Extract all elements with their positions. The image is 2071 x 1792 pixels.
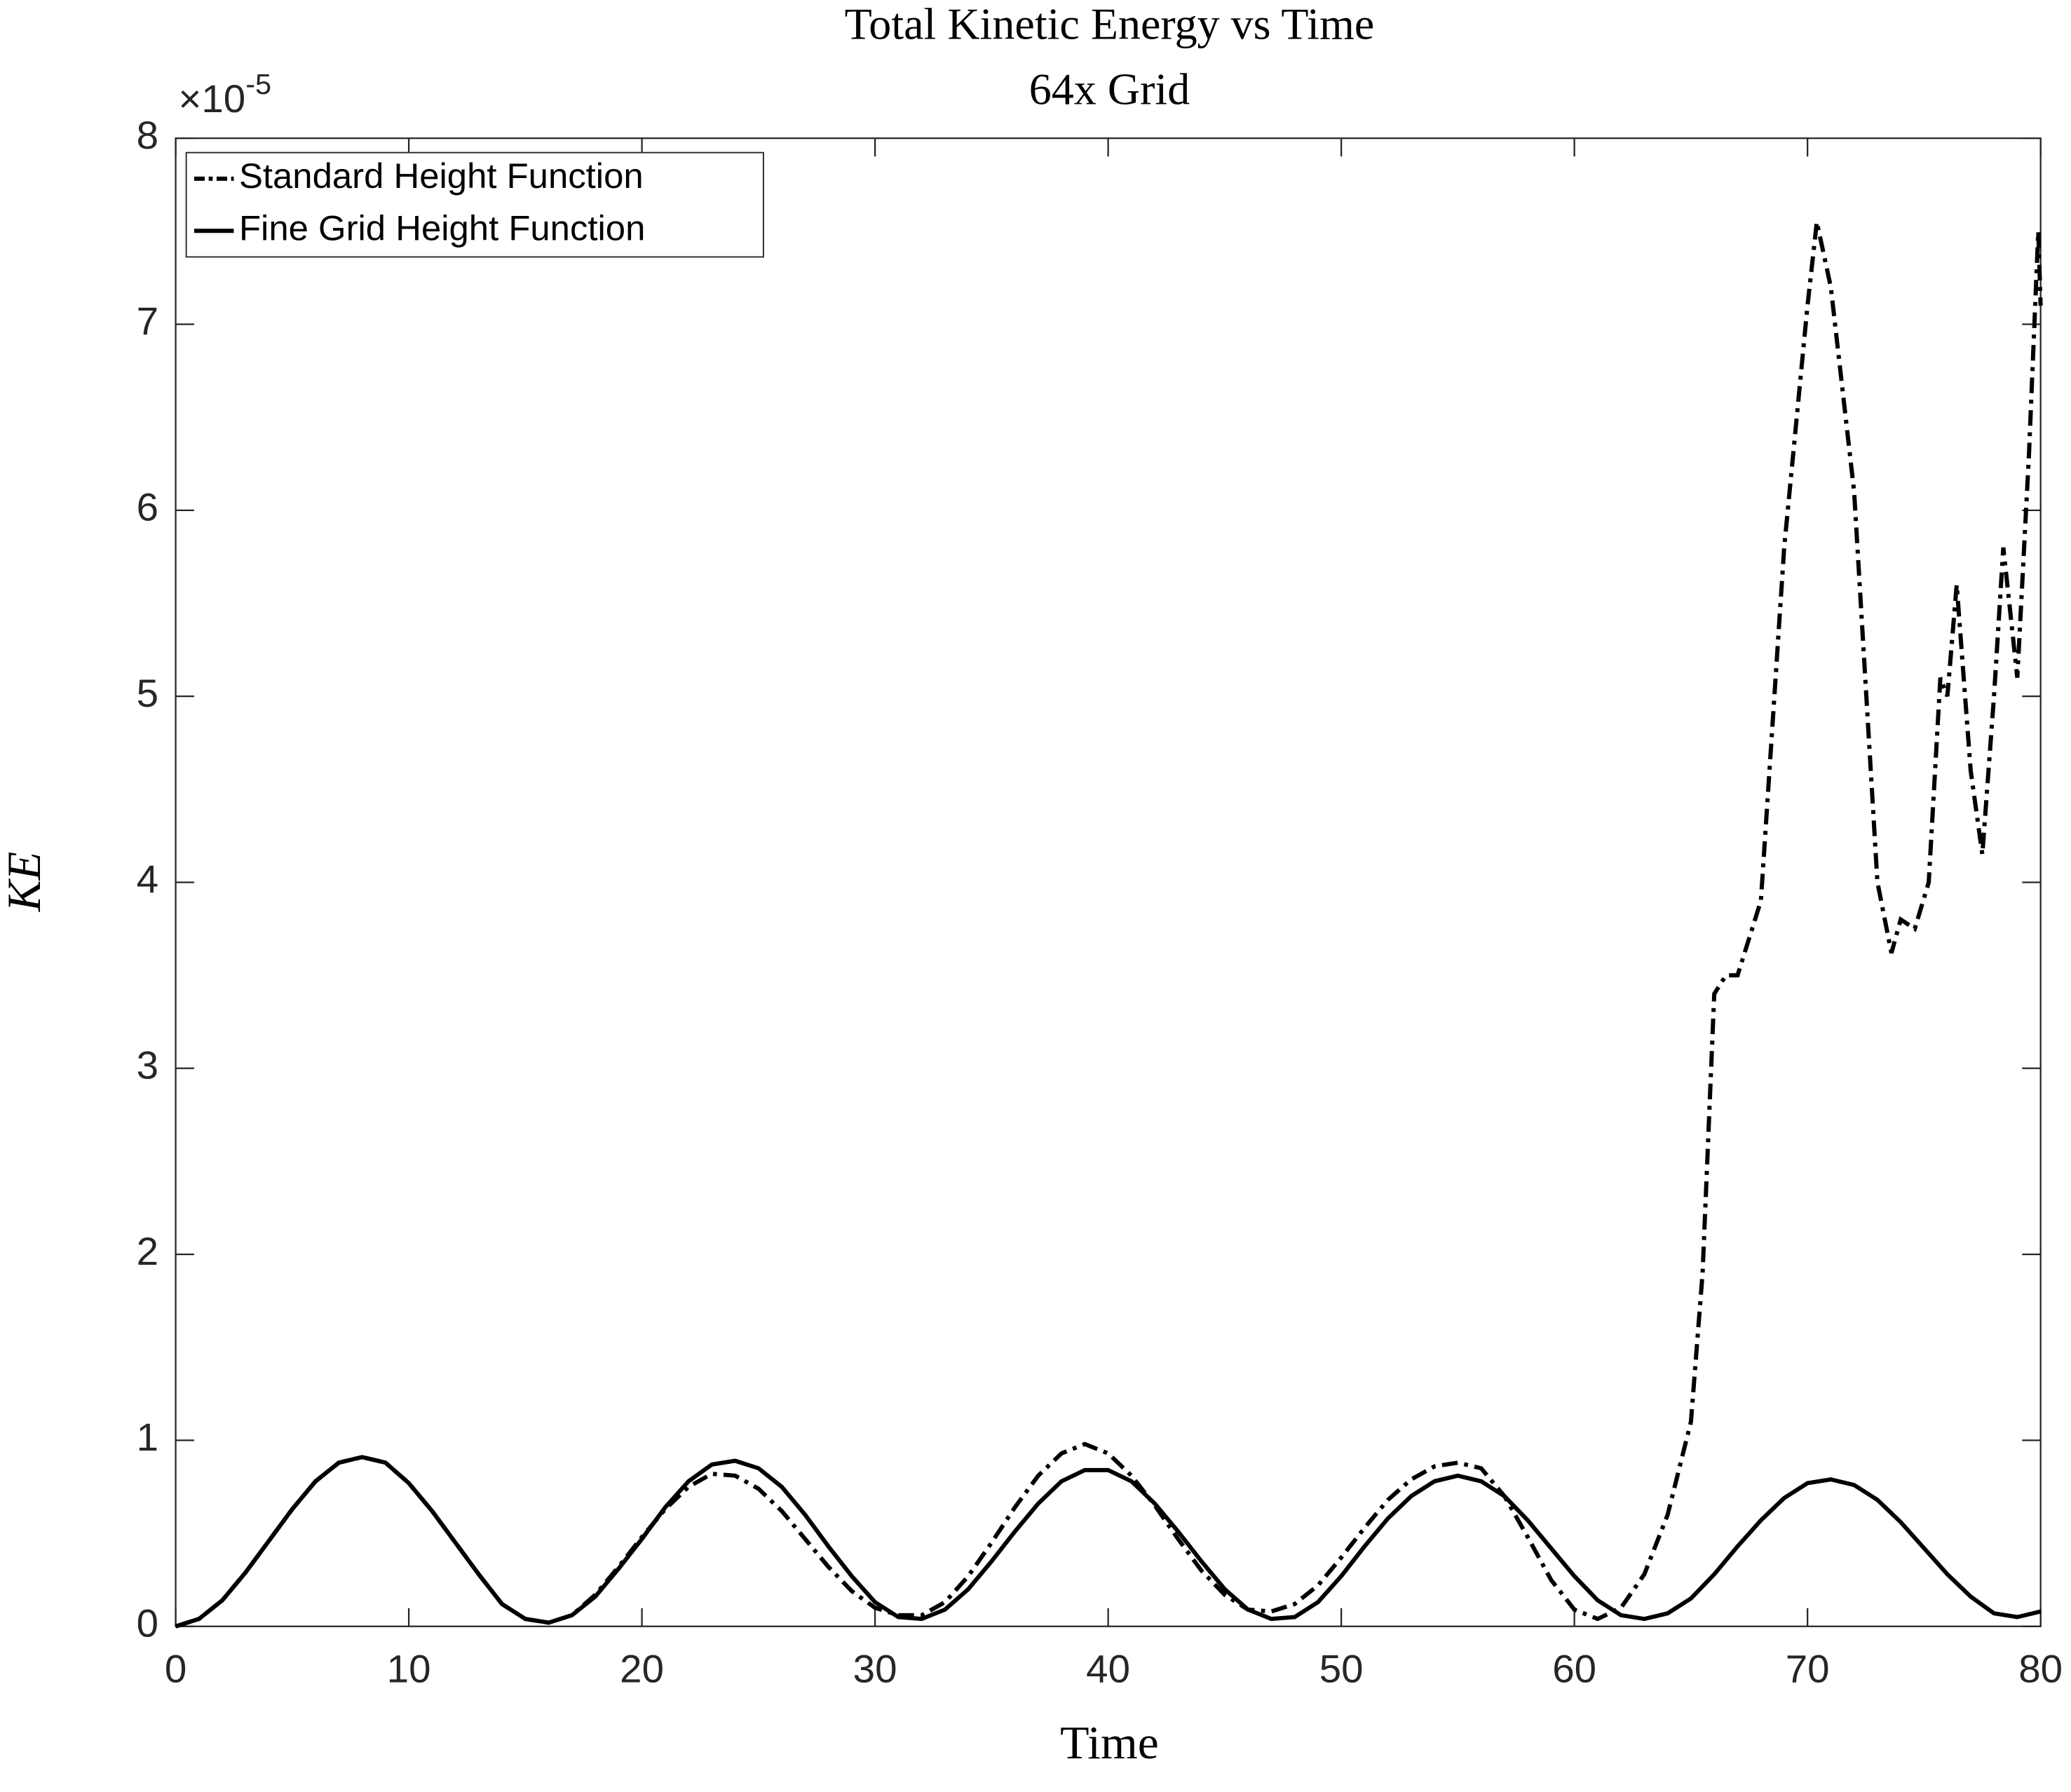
y-multiplier: ×10-5 (178, 68, 271, 121)
x-tick-label: 60 (1552, 1647, 1596, 1691)
data-line (175, 221, 2043, 1629)
legend-label: Fine Grid Height Function (239, 208, 645, 248)
y-tick-label: 5 (137, 671, 158, 715)
y-tick-label: 4 (137, 857, 158, 902)
y-tick-label: 3 (137, 1043, 158, 1087)
x-tick-label: 80 (2018, 1647, 2063, 1691)
x-axis-label: Time (1060, 1717, 1159, 1770)
x-tick-label: 0 (165, 1647, 186, 1691)
data-line (175, 1455, 2042, 1629)
y-axis-label: KE (0, 852, 50, 913)
y-multiplier-base: ×10 (178, 76, 245, 121)
y-multiplier-exponent: -5 (245, 68, 271, 100)
x-tick-label: 50 (1319, 1647, 1364, 1691)
x-tick-label: 40 (1086, 1647, 1130, 1691)
y-tick-label: 2 (137, 1229, 158, 1273)
y-tick-label: 1 (137, 1415, 158, 1459)
y-tick-label: 6 (137, 485, 158, 529)
y-tick-label: 0 (137, 1601, 158, 1645)
x-tick-label: 20 (620, 1647, 664, 1691)
legend-label: Standard Height Function (239, 156, 644, 196)
legend-box (185, 151, 764, 258)
x-tick-label: 30 (853, 1647, 897, 1691)
x-tick-label: 10 (387, 1647, 431, 1691)
y-tick-label: 7 (137, 299, 158, 344)
chart-title: Total Kinetic Energy vs Time (845, 0, 1375, 48)
chart-subtitle: 64x Grid (1029, 65, 1190, 114)
y-tick-label: 8 (137, 113, 158, 157)
x-tick-label: 70 (1786, 1647, 1830, 1691)
